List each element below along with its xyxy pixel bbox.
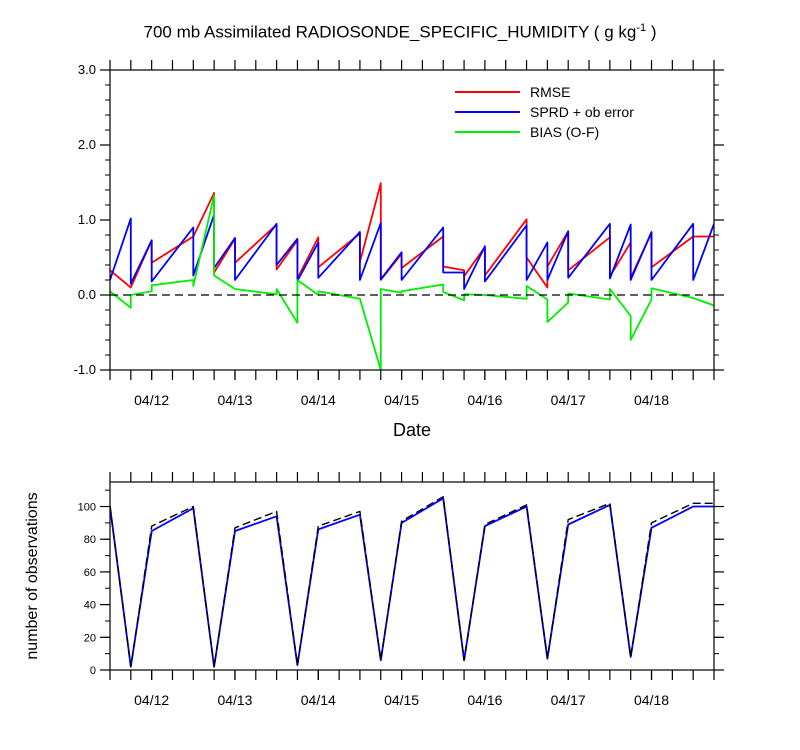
x-tick-label: 04/16 [467, 392, 502, 408]
x-tick-label: 04/12 [134, 392, 169, 408]
y-tick-label: 2.0 [78, 137, 96, 152]
y-axis-label: number of observations [24, 492, 41, 659]
y-tick-label: 0 [90, 665, 96, 677]
x-tick-label: 04/14 [301, 692, 336, 708]
x-tick-label: 04/15 [384, 392, 419, 408]
x-tick-label: 04/15 [384, 692, 419, 708]
chart-title-tail: ) [646, 22, 657, 42]
y-tick-label: 20 [84, 632, 96, 644]
chart-title: 700 mb Assimilated RADIOSONDE_SPECIFIC_H… [0, 22, 800, 43]
x-tick-label: 04/17 [551, 692, 586, 708]
legend-label: SPRD + ob error [530, 104, 634, 120]
top-series-2 [110, 194, 714, 370]
x-tick-label: 04/17 [551, 392, 586, 408]
y-tick-label: 3.0 [78, 62, 96, 77]
plot-frame [109, 481, 715, 671]
bottom-series-0 [110, 497, 714, 668]
legend-label: RMSE [530, 84, 570, 100]
x-tick-label: 04/14 [301, 392, 336, 408]
x-tick-label: 04/16 [467, 692, 502, 708]
bottom-plot: 04/12 04/13 04/14 04/15 04/16 04/17 04/18 0 20 40… [24, 472, 724, 708]
x-tick-label: 04/13 [217, 392, 252, 408]
top-axes: 04/12 04/13 04/14 04/15 04/16 04/17 04/18 -1.0 0… [74, 60, 724, 408]
x-tick-label: 04/18 [634, 692, 669, 708]
y-tick-label: 1.0 [78, 212, 96, 227]
x-tick-label: 04/18 [634, 392, 669, 408]
top-plot: 04/12 04/13 04/14 04/15 04/16 04/17 04/18 -1.0 0… [74, 60, 724, 440]
bottom-series-1 [110, 496, 714, 668]
y-tick-label: 0.0 [78, 287, 96, 302]
y-tick-label: 40 [84, 600, 96, 612]
x-tick-label: 04/12 [134, 692, 169, 708]
top-series-group [110, 182, 714, 370]
y-tick-label: -1.0 [74, 362, 96, 377]
bottom-series-group [110, 496, 714, 668]
y-tick-label: 80 [84, 534, 96, 546]
legend-label: BIAS (O-F) [530, 124, 599, 140]
top-series-0 [110, 182, 714, 289]
x-axis-label: Date [393, 420, 431, 440]
x-tick-label: 04/13 [217, 692, 252, 708]
chart-title-text: 700 mb Assimilated RADIOSONDE_SPECIFIC_H… [143, 22, 637, 42]
legend: RMSE SPRD + ob error BIAS (O-F) [455, 84, 634, 140]
bottom-axes: 04/12 04/13 04/14 04/15 04/16 04/17 04/18 0 20 40… [78, 472, 724, 708]
y-tick-label: 100 [78, 502, 96, 514]
y-tick-label: 60 [84, 567, 96, 579]
chart-title-superscript: -1 [636, 22, 647, 34]
